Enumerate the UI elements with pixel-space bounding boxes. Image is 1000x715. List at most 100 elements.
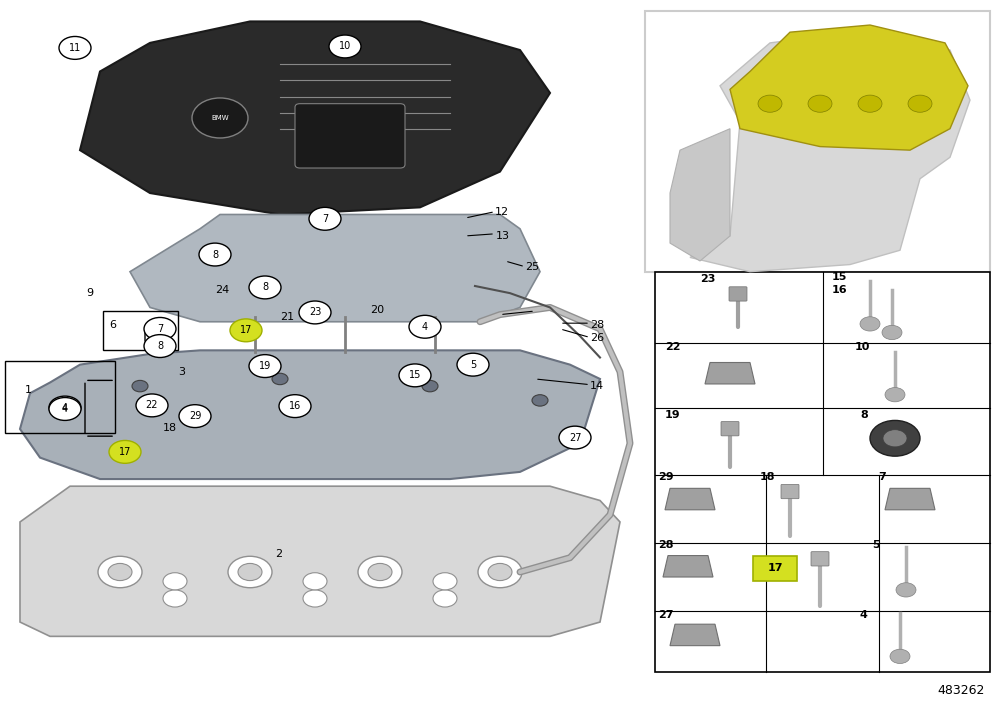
Circle shape (132, 380, 148, 392)
Polygon shape (130, 214, 540, 322)
Circle shape (409, 315, 441, 338)
Text: 22: 22 (665, 342, 680, 352)
Circle shape (303, 590, 327, 607)
FancyBboxPatch shape (753, 556, 797, 581)
Circle shape (488, 563, 512, 581)
Text: 8: 8 (212, 250, 218, 260)
Text: 13: 13 (496, 231, 510, 241)
Circle shape (559, 426, 591, 449)
Circle shape (908, 95, 932, 112)
Circle shape (896, 583, 916, 597)
Text: 23: 23 (309, 307, 321, 317)
Text: 18: 18 (163, 423, 177, 433)
Circle shape (228, 556, 272, 588)
Text: 15: 15 (409, 370, 421, 380)
Circle shape (358, 556, 402, 588)
Circle shape (238, 563, 262, 581)
Text: 8: 8 (860, 410, 868, 420)
Text: 4: 4 (422, 322, 428, 332)
Circle shape (279, 395, 311, 418)
Text: 14: 14 (590, 381, 604, 391)
Text: 22: 22 (146, 400, 158, 410)
Polygon shape (663, 556, 713, 577)
Circle shape (144, 335, 176, 358)
Polygon shape (670, 129, 730, 261)
Text: 20: 20 (370, 305, 384, 315)
Circle shape (883, 430, 907, 447)
Circle shape (179, 405, 211, 428)
Text: 28: 28 (658, 541, 674, 551)
Text: 483262: 483262 (938, 684, 985, 697)
Text: 1: 1 (25, 385, 32, 395)
Circle shape (860, 317, 880, 331)
Circle shape (49, 396, 81, 419)
FancyBboxPatch shape (721, 422, 739, 436)
Text: 29: 29 (658, 473, 674, 483)
FancyBboxPatch shape (781, 485, 799, 499)
Text: 8: 8 (262, 282, 268, 292)
Circle shape (433, 573, 457, 590)
Text: 21: 21 (280, 312, 294, 322)
Polygon shape (705, 363, 755, 384)
Circle shape (399, 364, 431, 387)
Text: 27: 27 (569, 433, 581, 443)
Polygon shape (885, 488, 935, 510)
Circle shape (858, 95, 882, 112)
Circle shape (422, 380, 438, 392)
Circle shape (49, 398, 81, 420)
Circle shape (163, 573, 187, 590)
Text: 5: 5 (872, 541, 880, 551)
Bar (655, 272, 990, 672)
Text: 11: 11 (69, 43, 81, 53)
Circle shape (303, 573, 327, 590)
Circle shape (368, 563, 392, 581)
Circle shape (457, 353, 489, 376)
Text: 16: 16 (289, 401, 301, 411)
Text: 2: 2 (275, 549, 282, 559)
Text: 8: 8 (157, 341, 163, 351)
Circle shape (272, 373, 288, 385)
Circle shape (163, 590, 187, 607)
Bar (645, 11, 990, 272)
Text: 28: 28 (590, 320, 604, 330)
Text: 7: 7 (157, 324, 163, 334)
Circle shape (532, 395, 548, 406)
Circle shape (249, 276, 281, 299)
Circle shape (230, 319, 262, 342)
Text: 4: 4 (62, 404, 68, 414)
Text: 5: 5 (470, 360, 476, 370)
Text: 3: 3 (178, 367, 185, 377)
Polygon shape (730, 25, 968, 150)
Text: 4: 4 (860, 611, 868, 621)
Circle shape (249, 355, 281, 378)
Polygon shape (20, 350, 600, 479)
Polygon shape (690, 29, 970, 272)
Polygon shape (80, 21, 550, 214)
Circle shape (136, 394, 168, 417)
Circle shape (309, 207, 341, 230)
Circle shape (192, 98, 248, 138)
Circle shape (758, 95, 782, 112)
Text: 16: 16 (832, 285, 848, 295)
Circle shape (329, 35, 361, 58)
Circle shape (144, 317, 176, 340)
Circle shape (808, 95, 832, 112)
Circle shape (98, 556, 142, 588)
Text: 7: 7 (878, 473, 886, 483)
Text: 29: 29 (189, 411, 201, 421)
Text: 4: 4 (62, 403, 68, 413)
FancyBboxPatch shape (729, 287, 747, 301)
Text: 24: 24 (215, 285, 229, 295)
FancyBboxPatch shape (811, 552, 829, 566)
Polygon shape (20, 486, 620, 636)
Text: 27: 27 (658, 611, 674, 621)
Circle shape (478, 556, 522, 588)
Polygon shape (670, 624, 720, 646)
Circle shape (882, 325, 902, 340)
Text: 7: 7 (322, 214, 328, 224)
Circle shape (433, 590, 457, 607)
Text: 9: 9 (86, 288, 93, 298)
Text: 17: 17 (240, 325, 252, 335)
Circle shape (109, 440, 141, 463)
Circle shape (199, 243, 231, 266)
